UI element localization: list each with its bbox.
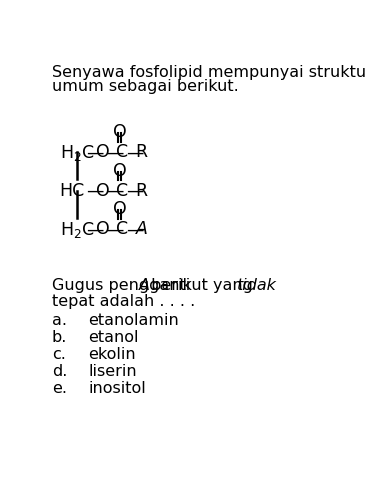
Text: O: O	[112, 200, 126, 218]
Text: tidak: tidak	[237, 278, 277, 292]
Text: —: —	[86, 182, 104, 200]
Text: O: O	[112, 162, 126, 180]
Text: liserin: liserin	[88, 363, 137, 378]
Text: —: —	[106, 143, 124, 161]
Text: —: —	[106, 182, 124, 200]
Text: O: O	[96, 182, 110, 200]
Text: —: —	[86, 143, 104, 161]
Text: C: C	[116, 182, 128, 200]
Text: Senyawa fosfolipid mempunyai struktur: Senyawa fosfolipid mempunyai struktur	[52, 65, 366, 80]
Text: O: O	[112, 123, 126, 141]
Text: etanol: etanol	[88, 329, 139, 344]
Text: C: C	[116, 143, 128, 161]
Text: umum sebagai berikut.: umum sebagai berikut.	[52, 79, 239, 94]
Text: c.: c.	[52, 346, 66, 361]
Text: Gugus pengganti: Gugus pengganti	[52, 278, 195, 292]
Text: a.: a.	[52, 312, 67, 327]
Text: —: —	[126, 143, 144, 161]
Text: tepat adalah . . . .: tepat adalah . . . .	[52, 293, 195, 308]
Text: O: O	[96, 143, 110, 161]
Text: O: O	[96, 220, 110, 238]
Text: ekolin: ekolin	[88, 346, 136, 361]
Text: —: —	[126, 182, 144, 200]
Text: etanolamin: etanolamin	[88, 312, 179, 327]
Text: —: —	[106, 220, 124, 238]
Text: HC: HC	[60, 182, 85, 200]
Text: H$_2$C: H$_2$C	[60, 143, 94, 163]
Text: A: A	[136, 220, 147, 238]
Text: d.: d.	[52, 363, 67, 378]
Text: inositol: inositol	[88, 380, 146, 395]
Text: b.: b.	[52, 329, 67, 344]
Text: R: R	[136, 143, 148, 161]
Text: —: —	[86, 220, 104, 238]
Text: berikut yang: berikut yang	[146, 278, 258, 292]
Text: A: A	[139, 278, 150, 292]
Text: —: —	[126, 220, 144, 238]
Text: R: R	[136, 182, 148, 200]
Text: e.: e.	[52, 380, 67, 395]
Text: C: C	[116, 220, 128, 238]
Text: H$_2$C: H$_2$C	[60, 220, 94, 240]
